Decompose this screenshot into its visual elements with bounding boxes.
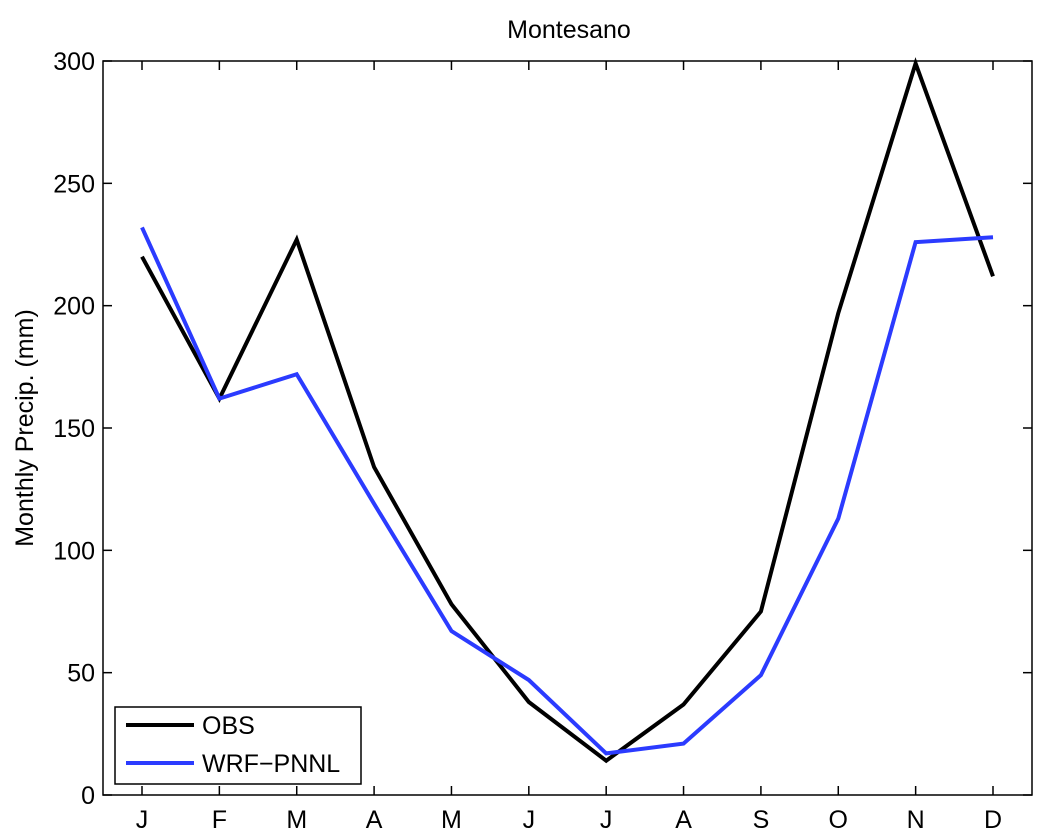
legend-label-wrf-pnnl: WRF−PNNL (202, 750, 340, 778)
y-tick-label: 50 (67, 660, 95, 688)
y-tick-label: 0 (81, 782, 95, 810)
series-lines (140, 57, 995, 764)
x-tick-label: A (675, 806, 692, 834)
x-tick-label: F (212, 806, 227, 834)
plot-frame (102, 60, 1033, 796)
y-tick-labels: 0 50 100 150 200 250 300 (53, 48, 95, 810)
legend-box (114, 706, 362, 785)
chart-title: Montesano (507, 16, 631, 44)
legend-label-obs: OBS (202, 712, 255, 740)
y-tick-label: 200 (53, 293, 95, 321)
y-tick-label: 150 (53, 415, 95, 443)
x-tick-label: A (366, 806, 383, 834)
x-tick-label: N (907, 806, 925, 834)
x-tick-label: D (984, 806, 1002, 834)
legend: OBS WRF−PNNL (114, 706, 362, 785)
x-tick-label: O (829, 806, 848, 834)
series-line-obs (140, 57, 995, 764)
x-tick-label: S (753, 806, 770, 834)
y-axis-label: Monthly Precip. (mm) (11, 309, 39, 547)
x-tick-label: J (136, 806, 149, 834)
x-tick-label: J (600, 806, 613, 834)
series-line-wrf-pnnl (140, 226, 994, 756)
y-tick-label: 250 (53, 170, 95, 198)
x-tick-label: M (286, 806, 307, 834)
y-tick-label: 100 (53, 537, 95, 565)
axis-ticks (103, 60, 1032, 796)
x-tick-label: J (523, 806, 536, 834)
y-tick-label: 300 (53, 48, 95, 76)
x-tick-label: M (441, 806, 462, 834)
